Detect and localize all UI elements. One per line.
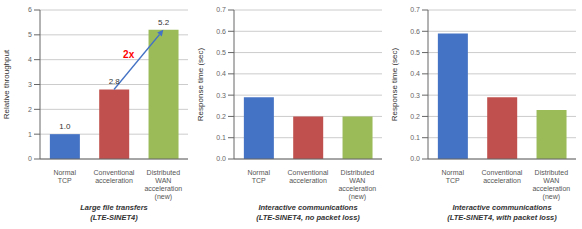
svg-text:0.4: 0.4 <box>216 70 226 77</box>
svg-text:0.1: 0.1 <box>216 134 226 141</box>
svg-text:Relative throughput: Relative throughput <box>8 49 11 119</box>
svg-text:2: 2 <box>28 106 32 113</box>
svg-text:5.2: 5.2 <box>158 18 170 27</box>
svg-text:4: 4 <box>28 56 32 63</box>
svg-text:Response time (sec): Response time (sec) <box>390 47 399 121</box>
html-text:Interactive communications (LT: Interactive communications (LTE-SINET4, … <box>256 203 360 222</box>
svg-text:0.6: 0.6 <box>216 28 226 35</box>
svg-text:DistributedWANacceleration(new: DistributedWANacceleration(new) <box>144 169 182 201</box>
svg-text:NormalTCP: NormalTCP <box>247 169 270 184</box>
html-text:Large file transfers (LTE-SINE: Large file transfers (LTE-SINET4) <box>80 203 148 222</box>
svg-text:Response time (sec): Response time (sec) <box>196 47 205 121</box>
svg-text:0.1: 0.1 <box>410 134 420 141</box>
svg-text:NormalTCP: NormalTCP <box>441 169 464 184</box>
svg-text:3: 3 <box>28 81 32 88</box>
svg-text:Conventionalacceleration: Conventionalacceleration <box>94 169 135 184</box>
svg-text:0.0: 0.0 <box>410 155 420 162</box>
svg-text:NormalTCP: NormalTCP <box>53 169 76 184</box>
svg-text:0.6: 0.6 <box>410 28 420 35</box>
svg-text:0.3: 0.3 <box>410 92 420 99</box>
svg-text:5: 5 <box>28 31 32 38</box>
svg-text:0.4: 0.4 <box>410 70 420 77</box>
svg-text:0.2: 0.2 <box>216 113 226 120</box>
svg-text:6: 6 <box>28 6 32 13</box>
svg-text:DistributedWANacceleration(new: DistributedWANacceleration(new) <box>532 169 570 201</box>
svg-text:0.5: 0.5 <box>216 49 226 56</box>
svg-text:Conventionalacceleration: Conventionalacceleration <box>482 169 523 184</box>
svg-text:2.8: 2.8 <box>109 77 121 86</box>
svg-text:2x: 2x <box>123 49 135 60</box>
svg-text:0.0: 0.0 <box>216 155 226 162</box>
svg-text:1.0: 1.0 <box>59 122 71 131</box>
svg-text:0.7: 0.7 <box>216 6 226 13</box>
svg-text:0.2: 0.2 <box>410 113 420 120</box>
svg-text:0: 0 <box>28 155 32 162</box>
svg-text:Conventionalacceleration: Conventionalacceleration <box>288 169 329 184</box>
svg-text:0.3: 0.3 <box>216 92 226 99</box>
svg-text:DistributedWANacceleration(new: DistributedWANacceleration(new) <box>338 169 376 201</box>
svg-text:1: 1 <box>28 131 32 138</box>
svg-text:0.7: 0.7 <box>410 6 420 13</box>
svg-text:0.5: 0.5 <box>410 49 420 56</box>
html-text:Interactive communications (LT: Interactive communications (LTE-SINET4, … <box>447 203 557 222</box>
